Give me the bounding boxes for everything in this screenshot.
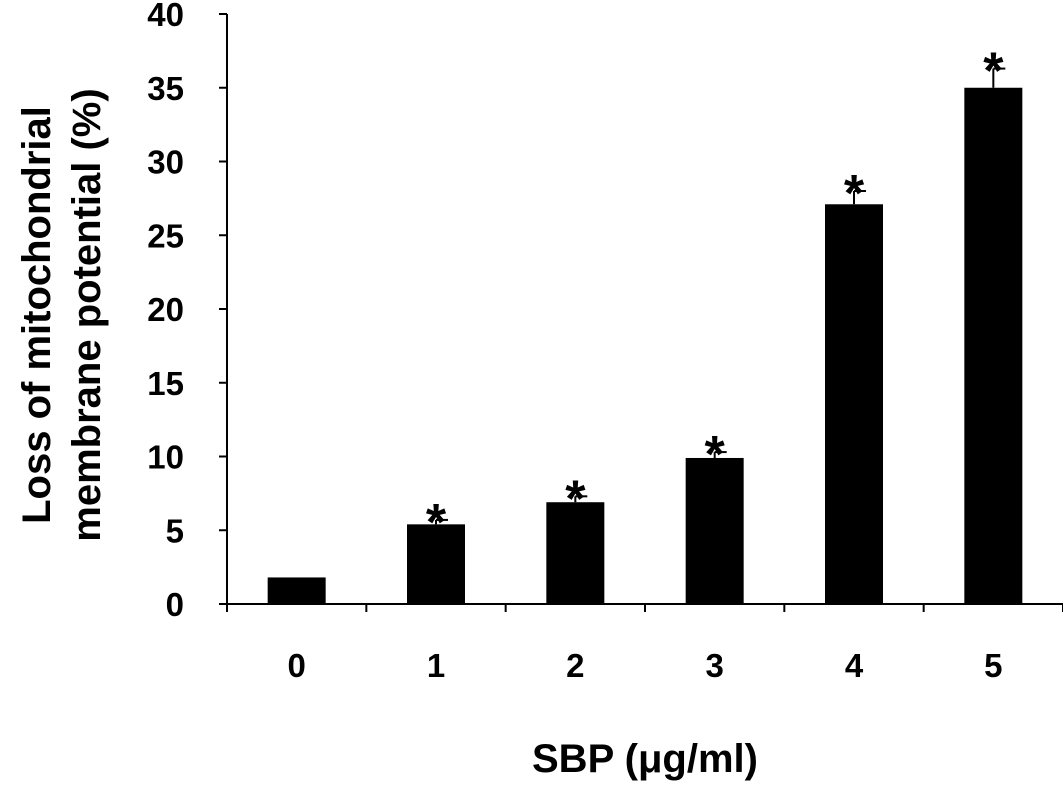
y-tick-label: 20 bbox=[147, 291, 184, 328]
bar-0 bbox=[267, 577, 326, 604]
x-axis-title: SBP (μg/ml) bbox=[532, 737, 758, 781]
significance-markers: * * * * * bbox=[426, 43, 1004, 552]
error-bar-3 bbox=[713, 451, 727, 458]
bar-2 bbox=[546, 502, 605, 604]
y-tick-label: 15 bbox=[147, 365, 184, 402]
significance-star-2: * bbox=[565, 470, 586, 528]
error-bar-5 bbox=[992, 67, 1006, 88]
error-bar-2 bbox=[574, 495, 588, 503]
y-tick-label: 10 bbox=[147, 439, 184, 476]
y-axis-title-line-1: Loss of mitochondrial bbox=[15, 106, 59, 524]
y-axis-title-line-2: membrane potential (%) bbox=[65, 88, 109, 541]
bars bbox=[267, 87, 1023, 604]
x-tick-labels: 0 1 2 3 4 5 bbox=[287, 647, 1002, 684]
significance-star-3: * bbox=[705, 426, 726, 484]
error-bar-4 bbox=[853, 190, 866, 205]
bar-1 bbox=[407, 524, 465, 604]
significance-star-5: * bbox=[983, 43, 1004, 101]
y-tick-labels: 0 5 10 15 20 25 30 35 40 bbox=[147, 0, 184, 623]
y-tick-label: 40 bbox=[147, 0, 184, 33]
bar-5 bbox=[964, 87, 1023, 604]
x-tick-label-1: 1 bbox=[427, 647, 445, 684]
significance-star-1: * bbox=[426, 494, 447, 552]
y-tick-label: 5 bbox=[166, 512, 184, 549]
x-tick-label-0: 0 bbox=[287, 647, 305, 684]
y-tick-label: 25 bbox=[147, 217, 184, 254]
y-axis-title: Loss of mitochondrial membrane potential… bbox=[15, 88, 109, 541]
x-tick-label-3: 3 bbox=[705, 647, 723, 684]
error-bars bbox=[435, 67, 1006, 525]
y-tick-label: 35 bbox=[147, 70, 184, 107]
error-bar-1 bbox=[435, 518, 448, 525]
significance-star-4: * bbox=[844, 165, 865, 223]
y-ticks bbox=[219, 13, 227, 605]
x-tick-label-2: 2 bbox=[566, 647, 584, 684]
y-tick-label: 30 bbox=[147, 144, 184, 181]
x-tick-label-4: 4 bbox=[845, 647, 864, 684]
bar-3 bbox=[685, 457, 744, 604]
bar-4 bbox=[825, 204, 883, 604]
y-tick-label: 0 bbox=[166, 586, 184, 623]
x-ticks bbox=[226, 604, 1063, 612]
x-tick-label-5: 5 bbox=[984, 647, 1002, 684]
